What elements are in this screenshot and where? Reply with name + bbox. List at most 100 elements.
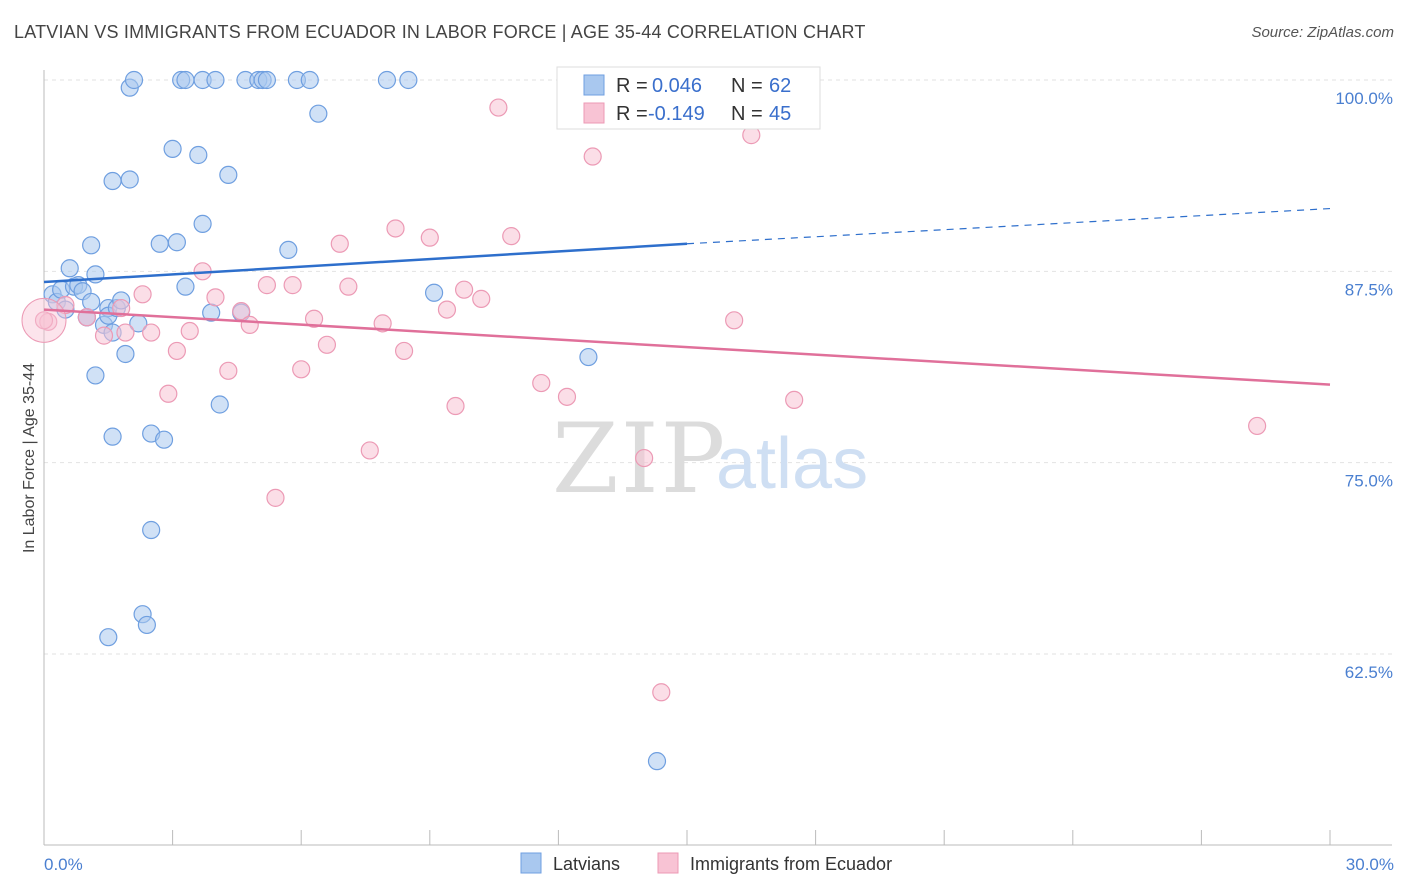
latvian-point-20	[116, 344, 135, 364]
latvian-point-56	[399, 70, 418, 90]
y-tick-labels: 62.5% 75.0% 87.5% 100.0%	[1335, 89, 1393, 682]
legend-bottom-latvians: Latvians	[553, 854, 620, 874]
ecuador-point-6	[133, 285, 152, 304]
legend-bottom-swatch-latvian	[520, 852, 542, 874]
ecuador-point-26	[386, 219, 405, 238]
legend-n-value-1: 62	[769, 75, 791, 97]
ecuador-point-23	[339, 277, 358, 296]
latvian-point-40	[193, 214, 212, 233]
latvian-point-55	[377, 70, 397, 90]
ecuador-point-22	[330, 234, 349, 253]
legend-bottom-ecuador: Immigrants from Ecuador	[690, 854, 892, 874]
ecuador-point-20	[304, 309, 324, 328]
ecuador-point-33	[489, 98, 508, 117]
x-tick-label-max: 30.0%	[1346, 855, 1394, 874]
ecuador-point-36	[557, 387, 577, 406]
latvian-point-38	[176, 277, 195, 296]
latvian-point-26	[124, 70, 144, 90]
latvian-point-21	[99, 628, 118, 647]
legend-top: R = 0.046 N = 62 R = -0.149 N = 45	[556, 66, 821, 130]
legend-r-value-2: -0.149	[648, 103, 705, 125]
ecuador-point-7	[142, 323, 161, 342]
ecuador-point-5	[116, 323, 135, 342]
latvian-point-57	[424, 283, 444, 302]
ecuador-point-28	[420, 228, 439, 247]
ecuador-point-3	[94, 326, 114, 345]
latvian-point-37	[176, 70, 195, 90]
legend-r-label-1: R =	[616, 75, 648, 97]
latvian-point-39	[189, 145, 208, 165]
x-tick-label-min: 0.0%	[44, 855, 83, 874]
latvian-point-35	[167, 233, 186, 252]
ecuador-point-16	[257, 276, 277, 295]
y-tick-label-3: 100.0%	[1335, 89, 1393, 108]
watermark-atlas: atlas	[716, 424, 868, 504]
ecuador-point-cluster	[21, 297, 67, 343]
legend-n-label-1: N =	[731, 75, 763, 97]
ecuador-point-4	[112, 298, 131, 318]
ecuador-point-8	[159, 384, 178, 403]
ecuador-point-37	[583, 147, 602, 166]
ecuador-points	[21, 98, 1267, 702]
ecuador-point-39	[652, 683, 671, 702]
ecuador-point-10	[180, 321, 199, 341]
ecuador-point-9	[167, 341, 186, 361]
latvian-point-23	[103, 171, 122, 191]
y-axis-label: In Labor Force | Age 35-44	[21, 363, 38, 553]
latvian-points	[43, 70, 667, 771]
legend-r-value-1: 0.046	[652, 75, 702, 97]
latvian-point-24	[120, 170, 139, 189]
axes	[43, 70, 1392, 846]
legend-n-label-2: N =	[731, 103, 763, 125]
latvian-point-59	[647, 752, 667, 771]
latvian-point-43	[206, 70, 225, 90]
chart-title: LATVIAN VS IMMIGRANTS FROM ECUADOR IN LA…	[14, 22, 866, 42]
legend-swatch-ecuador	[583, 102, 605, 124]
legend-n-value-2: 45	[769, 103, 791, 125]
y-tick-label-0: 62.5%	[1345, 663, 1393, 682]
ecuador-point-21	[317, 335, 337, 354]
ecuador-point-44	[34, 311, 54, 330]
latvian-point-11	[82, 292, 101, 312]
source-credit: Source: ZipAtlas.com	[1251, 24, 1394, 41]
ecuador-point-35	[532, 373, 551, 393]
latvian-point-4	[60, 259, 79, 278]
ecuador-point-29	[437, 300, 457, 319]
latvian-point-12	[86, 366, 105, 385]
ecuador-point-19	[292, 360, 311, 379]
latvian-point-33	[154, 430, 174, 449]
ecuador-point-27	[394, 341, 414, 361]
ecuador-point-12	[206, 288, 225, 307]
latvian-point-50	[257, 70, 277, 90]
latvian-point-29	[137, 615, 156, 635]
latvian-point-31	[142, 520, 161, 540]
ecuador-trend-line	[43, 308, 1331, 386]
y-tick-label-1: 75.0%	[1345, 472, 1393, 491]
latvian-point-58	[579, 347, 598, 367]
latvian-point-51	[279, 240, 298, 260]
latvian-point-54	[309, 104, 328, 123]
ecuador-point-38	[635, 448, 654, 468]
ecuador-point-43	[1248, 416, 1267, 436]
legend-swatch-latvian	[583, 74, 605, 96]
trend-lines	[43, 207, 1331, 386]
ecuador-point-42	[785, 390, 804, 410]
latvian-point-53	[300, 70, 319, 90]
ecuador-point-13	[219, 361, 238, 380]
legend-bottom: Latvians Immigrants from Ecuador	[520, 852, 892, 874]
latvian-point-22	[103, 427, 122, 446]
ecuador-point-32	[472, 289, 491, 308]
ecuador-point-17	[266, 488, 285, 507]
ecuador-point-18	[283, 276, 302, 295]
latvian-trend-line	[43, 242, 688, 284]
latvian-point-44	[210, 395, 229, 414]
latvian-point-34	[163, 139, 182, 158]
latvian-trend-extension	[686, 207, 1331, 245]
ecuador-point-24	[360, 441, 379, 460]
ecuador-point-40	[725, 311, 744, 330]
ecuador-point-15	[240, 315, 259, 335]
ecuador-point-14	[232, 302, 251, 321]
grid-lines	[44, 79, 1392, 655]
y-tick-label-2: 87.5%	[1345, 280, 1393, 299]
